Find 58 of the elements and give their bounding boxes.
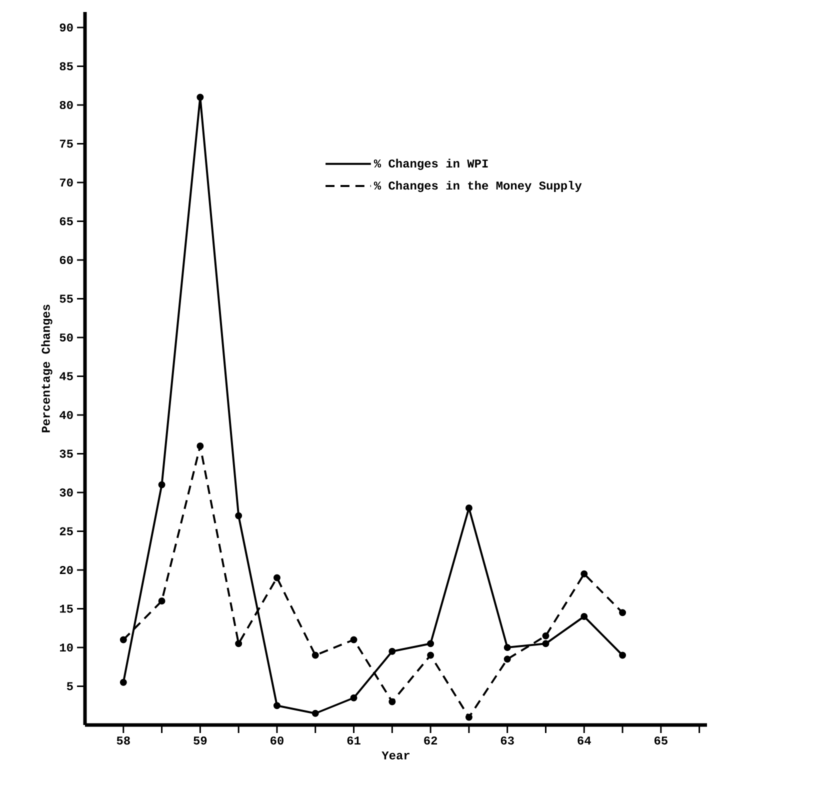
point (504, 656, 511, 663)
y-axis-title: Percentage Changes (41, 304, 52, 432)
y-tick-label: 25 (60, 527, 73, 536)
x-tick-label: 61 (347, 736, 360, 745)
legend-label: % Changes in the Money Supply (374, 180, 582, 192)
y-tick-label: 90 (60, 23, 73, 32)
y-tick-label: 75 (60, 140, 73, 148)
point (580, 613, 588, 620)
x-tick-label: 63 (500, 736, 514, 745)
point (273, 574, 280, 582)
point (350, 694, 358, 702)
point (619, 652, 626, 659)
y-tick-label: 65 (60, 217, 73, 226)
y-tick-label: 45 (60, 372, 73, 380)
y-tick-label: 15 (60, 604, 73, 613)
point (312, 710, 319, 717)
y-tick-label: 85 (60, 62, 73, 70)
x-tick-label: 65 (654, 736, 668, 745)
point (388, 698, 396, 706)
point (619, 609, 626, 616)
y-tick-label: 35 (60, 450, 73, 458)
x-tick-label: 60 (270, 736, 284, 745)
point (504, 644, 511, 651)
point (580, 570, 588, 578)
point (465, 504, 472, 512)
point (350, 636, 358, 644)
point (235, 512, 242, 520)
y-tick-label: 40 (60, 410, 73, 420)
point (542, 632, 550, 640)
y-tick-label: 5 (66, 682, 73, 690)
y-tick-label: 10 (60, 643, 73, 652)
x-tick-label: 62 (424, 736, 438, 745)
point (388, 648, 396, 655)
point (196, 94, 204, 101)
x-tick-label: 64 (578, 736, 591, 745)
legend-label: % Changes in WPI (374, 158, 488, 170)
x-tick-label: 59 (194, 736, 207, 745)
y-tick-label: 70 (60, 178, 73, 187)
x-tick-label: 58 (116, 736, 130, 745)
point (427, 640, 434, 648)
point (158, 481, 166, 488)
point (158, 598, 166, 604)
point (465, 714, 472, 721)
y-tick-label: 20 (60, 566, 73, 574)
y-tick-label: 50 (60, 333, 73, 342)
y-tick-label: 55 (60, 294, 73, 303)
point (312, 652, 319, 659)
point (235, 640, 242, 648)
point (542, 640, 550, 648)
point (196, 442, 204, 450)
x-axis-title: Year (382, 751, 410, 760)
y-tick-label: 60 (60, 256, 73, 264)
y-tick-label: 30 (60, 488, 73, 497)
y-tick-label: 80 (60, 100, 73, 110)
point (120, 678, 127, 686)
point (427, 652, 434, 659)
point (120, 636, 127, 644)
point (273, 702, 280, 710)
